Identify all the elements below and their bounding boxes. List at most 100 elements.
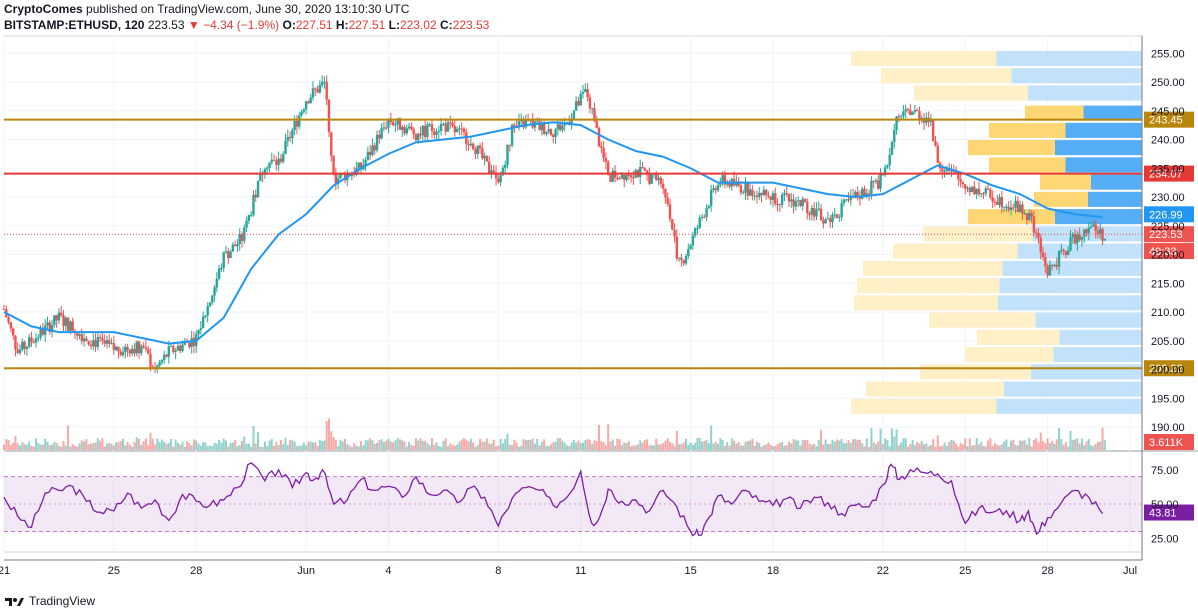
volume-bar [206,446,209,450]
candle-body [803,199,807,202]
candle-body [968,187,971,193]
volume-bar [330,431,333,450]
volume-bar [444,438,447,450]
candle-body [233,244,237,247]
candle-body [55,315,58,321]
candle-body [451,122,454,126]
candle-body [366,151,370,160]
candle-body [1078,234,1081,240]
candle-body [581,92,585,94]
candle-body [742,192,745,194]
candle-body [263,169,267,175]
candle-body [899,116,903,118]
volume-bar [728,445,731,450]
candle-body [970,186,974,193]
candle-body [34,338,38,343]
volume-bar [1085,441,1088,450]
candle-body [993,201,997,203]
candle-body [227,251,230,259]
candle-body [600,146,603,148]
volume-profile-bar-up [881,68,1012,84]
candle-body [842,199,846,204]
volume-bar [549,444,552,450]
candle-body [373,145,376,151]
candle-body [792,199,795,207]
candle-body [558,124,562,131]
candle-body [458,128,461,130]
candle-body [593,108,596,122]
volume-bar [387,438,390,450]
candle-body [423,125,427,137]
volume-bar [744,442,747,450]
candle-body [174,350,177,353]
candle-body [506,144,509,165]
candle-body [314,88,317,90]
volume-bar [117,442,120,450]
volume-bar [250,446,253,450]
price-tick-label: 220.00 [1151,250,1185,262]
candle-body [780,194,784,205]
volume-bar [229,442,232,450]
candle-body [114,346,118,350]
volume-profile-bar-down [1035,312,1142,328]
volume-bar [584,440,587,450]
time-tick-label: Jun [297,565,315,577]
candle-body [430,124,434,132]
candle-body [623,174,626,180]
author-name[interactable]: CryptoComes [4,2,83,16]
volume-bar [710,425,713,450]
candle-body [998,197,1001,205]
volume-profile-bar-up [893,243,1018,259]
candle-body [758,192,761,198]
tradingview-footer[interactable]: TradingView [4,594,95,608]
volume-bar [520,445,523,450]
volume-bar [559,438,562,450]
candle-body [236,243,239,247]
candle-body [861,188,864,199]
volume-bar [181,441,184,450]
volume-bar [810,444,813,450]
candle-body [460,128,463,130]
candle-body [268,162,271,168]
volume-bar [85,439,88,450]
volume-bar [1044,443,1047,450]
candle-body [396,118,399,125]
volume-bar [991,445,994,450]
candle-body [870,181,873,194]
candle-body [37,337,40,339]
price-tick-label: 225.00 [1151,221,1185,233]
candle-body [32,342,35,344]
symbol-legend: BITSTAMP:ETHUSD, 120 223.53 ▼ −4.34 (−1.… [4,18,489,32]
candle-body [231,244,235,252]
candle-body [1016,200,1020,212]
volume-bar [1048,443,1051,450]
volume-bar [488,443,491,450]
candle-body [1025,213,1029,220]
volume-bar [1007,446,1010,450]
volume-bar [456,444,459,450]
candle-body [417,133,420,141]
candle-body [279,158,283,162]
symbol-name[interactable]: BITSTAMP:ETHUSD, 120 [4,18,145,32]
candle-body [648,173,651,184]
candle-body [693,228,697,236]
candle-body [982,193,985,195]
candle-body [746,182,750,196]
volume-bar [758,442,761,450]
volume-bar [751,438,754,450]
candle-body [1099,228,1102,234]
volume-bar [634,445,637,450]
candle-body [483,155,486,159]
volume-bar [987,440,990,450]
candle-body [602,147,605,158]
volume-bar [332,437,335,450]
volume-bar [89,443,92,450]
volume-bar [943,442,946,450]
volume-bar [373,443,376,450]
candle-body [762,189,766,195]
candle-body [112,343,116,350]
volume-bar [879,428,882,450]
candle-body [410,126,413,129]
horizontal-levels[interactable]: 243.45 234.07 200.22 226.99 223.53 49:33 3.611… [4,111,1194,450]
